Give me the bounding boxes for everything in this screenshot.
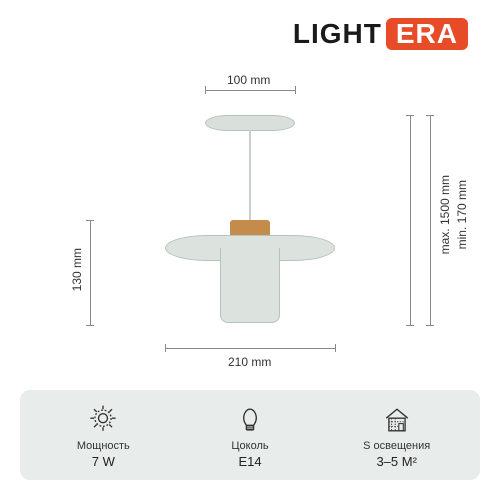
lamp-canopy [205,115,295,131]
dim-line-height [90,220,91,325]
dim-tick [406,325,414,326]
power-icon [85,402,121,438]
dim-tick [86,220,94,221]
dim-tick [165,344,166,352]
dim-line-drop1 [410,115,411,325]
spec-label: S освещения [363,440,430,452]
brand-text-light: LIGHT [293,18,382,50]
dim-tick [426,325,434,326]
spec-label: Цоколь [231,440,268,452]
brand-logo: LIGHT ERA [293,18,468,50]
dim-tick [426,115,434,116]
dim-line-drop2 [430,115,431,325]
dim-tick [406,115,414,116]
lamp-shade [220,248,280,323]
dim-tick [335,344,336,352]
socket-icon [232,402,268,438]
brand-text-era: ERA [386,18,468,50]
lamp-diagram: 100 mm 130 mm max. 1500 mm min. 170 mm 2… [0,70,500,390]
spec-label: Мощность [77,440,130,452]
lamp-cable [249,130,251,225]
dim-disc-width: 210 mm [228,355,271,369]
dim-shade-height: 130 mm [70,248,84,291]
dim-drop-max: max. 1500 mm [438,175,452,254]
spec-power: Мощность 7 W [30,402,177,469]
spec-value: E14 [238,454,261,469]
dim-canopy-width: 100 mm [227,73,270,87]
spec-value: 3–5 M² [376,454,416,469]
specs-bar: Мощность 7 W Цоколь E14 S освещения 3–5 … [20,390,480,480]
dim-drop-min: min. 170 mm [455,180,469,249]
dim-tick [86,325,94,326]
dim-line-disc [165,348,335,349]
dim-line-canopy [205,90,295,91]
dim-tick [295,86,296,94]
area-icon [379,402,415,438]
spec-area: S освещения 3–5 M² [323,402,470,469]
spec-socket: Цоколь E14 [177,402,324,469]
dim-tick [205,86,206,94]
spec-value: 7 W [92,454,115,469]
